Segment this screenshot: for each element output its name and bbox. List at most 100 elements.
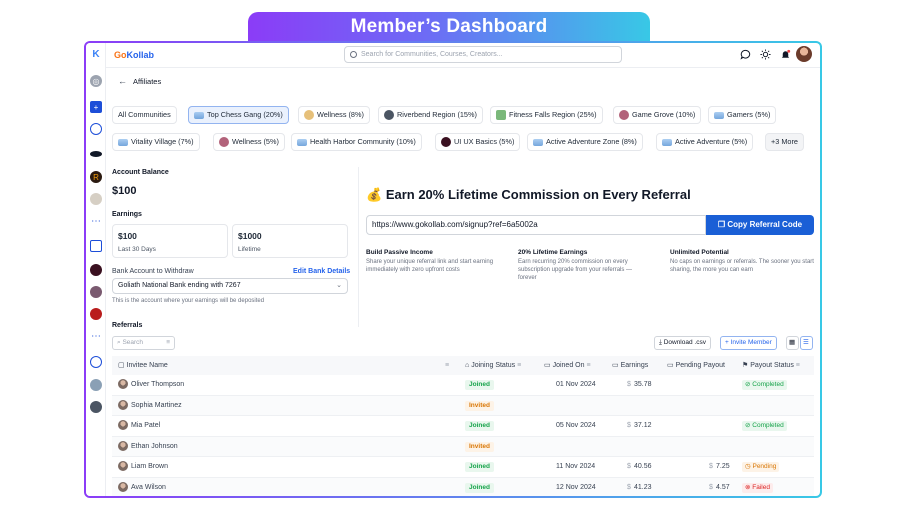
page-banner: Member’s Dashboard bbox=[248, 12, 650, 42]
status-badge: Joined bbox=[465, 421, 494, 431]
chip-wellness-2[interactable]: Wellness (5%) bbox=[213, 133, 285, 151]
chip-ui-ux-basics[interactable]: UI UX Basics (5%) bbox=[435, 133, 521, 151]
invitee-name-cell: Liam Brown bbox=[118, 457, 168, 477]
chip-label: Health Harbor Community (10%) bbox=[310, 137, 416, 146]
chip-label: Wellness (5%) bbox=[232, 137, 279, 146]
feature-title: Build Passive Income bbox=[366, 249, 433, 256]
group-thumb-icon[interactable] bbox=[90, 379, 102, 391]
table-row[interactable] bbox=[112, 375, 814, 396]
game-icon[interactable] bbox=[90, 151, 102, 157]
chip-label: Wellness (8%) bbox=[317, 110, 364, 119]
courses-icon[interactable] bbox=[90, 240, 102, 252]
column-header-pending-payout[interactable]: ▭ Pending Payout bbox=[667, 356, 726, 375]
account-balance-label: Account Balance bbox=[112, 169, 169, 176]
column-header-joined-on[interactable]: ▭ Joined On ≡ bbox=[544, 356, 591, 375]
column-header-payout-status[interactable]: ⚑ Payout Status ≡ bbox=[742, 356, 800, 375]
filter-icon[interactable]: ≡ bbox=[445, 356, 450, 375]
table-row[interactable] bbox=[112, 477, 814, 496]
column-header-earnings[interactable]: ▭ Earnings bbox=[612, 356, 649, 375]
check-circle-icon: ⊘ bbox=[745, 422, 751, 429]
referrals-search-input[interactable]: ⌕ Search ≡ bbox=[112, 336, 175, 350]
table-row[interactable] bbox=[112, 436, 814, 457]
earnings-currency: $ bbox=[627, 463, 631, 470]
column-label: Pending Payout bbox=[675, 362, 726, 369]
icon-rail: K ◎ + R ⋯ ⋯ bbox=[86, 43, 106, 496]
chip-wellness[interactable]: Wellness (8%) bbox=[298, 106, 370, 124]
chip-label: All Communities bbox=[118, 110, 171, 119]
network-icon[interactable] bbox=[90, 356, 102, 368]
last-30-days-value: $100 bbox=[118, 231, 137, 241]
chip-label: Game Grove (10%) bbox=[632, 110, 696, 119]
user-avatar[interactable] bbox=[796, 46, 812, 62]
payout-status-cell: ⊘ Completed bbox=[742, 416, 787, 436]
chip-more[interactable]: +3 More bbox=[765, 133, 804, 151]
page-title: Affiliates bbox=[133, 77, 162, 86]
column-header-joining-status[interactable]: ⌂ Joining Status ≡ bbox=[465, 356, 522, 375]
compass-icon[interactable]: ◎ bbox=[90, 75, 102, 87]
course-thumb-icon[interactable] bbox=[90, 264, 102, 276]
payout-status-badge: ◷ Pending bbox=[742, 462, 780, 472]
grid-view-icon[interactable]: ▦ bbox=[786, 336, 799, 350]
more-icon[interactable]: ⋯ bbox=[91, 215, 101, 227]
last-30-days-label: Last 30 Days bbox=[118, 246, 156, 253]
payout-status-badge: ⊘ Completed bbox=[742, 421, 787, 431]
notification-bell-icon[interactable] bbox=[780, 49, 791, 60]
logo[interactable]: GoKollab bbox=[114, 50, 154, 60]
course-thumb-icon[interactable] bbox=[90, 308, 102, 320]
wallet-icon: ▭ bbox=[667, 362, 674, 369]
chip-top-chess-gang[interactable]: Top Chess Gang (20%) bbox=[188, 106, 289, 124]
chip-fitness-falls-region[interactable]: Fitness Falls Region (25%) bbox=[490, 106, 603, 124]
table-row[interactable] bbox=[112, 395, 814, 416]
earnings-cell: 37.12 bbox=[634, 422, 652, 429]
group-thumb-icon[interactable] bbox=[90, 401, 102, 413]
referral-url-field[interactable]: https://www.gokollab.com/signup?ref=6a50… bbox=[366, 215, 706, 235]
joining-status-cell: Joined bbox=[465, 375, 494, 395]
table-row[interactable] bbox=[112, 457, 814, 478]
column-label: Joined On bbox=[552, 362, 585, 369]
bank-account-selected: Goliath National Bank ending with 7267 bbox=[118, 282, 241, 289]
payout-status-badge: ⊘ Completed bbox=[742, 380, 787, 390]
chip-vitality-village[interactable]: Vitality Village (7%) bbox=[112, 133, 200, 151]
avatar bbox=[118, 461, 128, 472]
chip-active-adventure[interactable]: Active Adventure (5%) bbox=[656, 133, 754, 151]
edit-bank-details-link[interactable]: Edit Bank Details bbox=[293, 268, 351, 275]
copy-referral-code-button[interactable]: ❐ Copy Referral Code bbox=[706, 215, 814, 235]
users-icon[interactable] bbox=[90, 123, 102, 135]
joining-status-cell: Invited bbox=[465, 396, 494, 416]
bank-account-select[interactable]: Goliath National Bank ending with 7267 ⌄ bbox=[112, 278, 348, 294]
invitee-name: Sophia Martinez bbox=[131, 401, 182, 409]
table-row[interactable] bbox=[112, 416, 814, 437]
kollab-logo-icon[interactable]: K bbox=[92, 48, 100, 60]
status-badge: Joined bbox=[465, 482, 494, 493]
pending-currency: $ bbox=[709, 463, 713, 470]
chip-all-communities[interactable]: All Communities bbox=[112, 106, 177, 124]
download-csv-button[interactable]: ⤓ Download .csv bbox=[654, 336, 711, 350]
theme-sun-icon[interactable] bbox=[760, 49, 771, 60]
chip-game-grove[interactable]: Game Grove (10%) bbox=[613, 106, 702, 124]
invite-member-button[interactable]: + Invite Member bbox=[720, 336, 777, 350]
chip-health-harbor-community[interactable]: Health Harbor Community (10%) bbox=[291, 133, 422, 151]
person-icon: ▢ bbox=[118, 362, 125, 369]
bank-account-label: Bank Account to Withdraw bbox=[112, 268, 194, 275]
course-thumb-icon[interactable] bbox=[90, 286, 102, 298]
earnings-cell: 41.23 bbox=[634, 483, 652, 491]
column-header-invitee-name[interactable]: ▢ Invitee Name bbox=[118, 356, 168, 375]
status-badge: Invited bbox=[465, 441, 494, 452]
back-arrow-icon[interactable]: ← bbox=[118, 76, 127, 86]
community-icon bbox=[194, 111, 204, 119]
lifetime-card: $1000 Lifetime bbox=[232, 224, 348, 258]
community-r-icon[interactable]: R bbox=[90, 171, 102, 183]
filter-icon: ≡ bbox=[795, 362, 800, 369]
joining-status-cell: Joined bbox=[465, 478, 494, 497]
top-bar: GoKollab Search for Communities, Courses… bbox=[106, 43, 820, 68]
chip-riverbend-region[interactable]: Riverbend Region (15%) bbox=[378, 106, 483, 124]
more-icon[interactable]: ⋯ bbox=[91, 330, 101, 342]
list-view-icon[interactable]: ☰ bbox=[800, 336, 813, 350]
chat-icon[interactable] bbox=[740, 49, 751, 60]
add-icon[interactable]: + bbox=[90, 101, 102, 113]
community-thumb-icon[interactable] bbox=[90, 193, 102, 205]
chip-gamers[interactable]: Gamers (5%) bbox=[708, 106, 777, 124]
chip-active-adventure-zone[interactable]: Active Adventure Zone (8%) bbox=[527, 133, 643, 151]
search-icon bbox=[350, 51, 357, 58]
global-search-input[interactable]: Search for Communities, Courses, Creator… bbox=[344, 46, 622, 63]
